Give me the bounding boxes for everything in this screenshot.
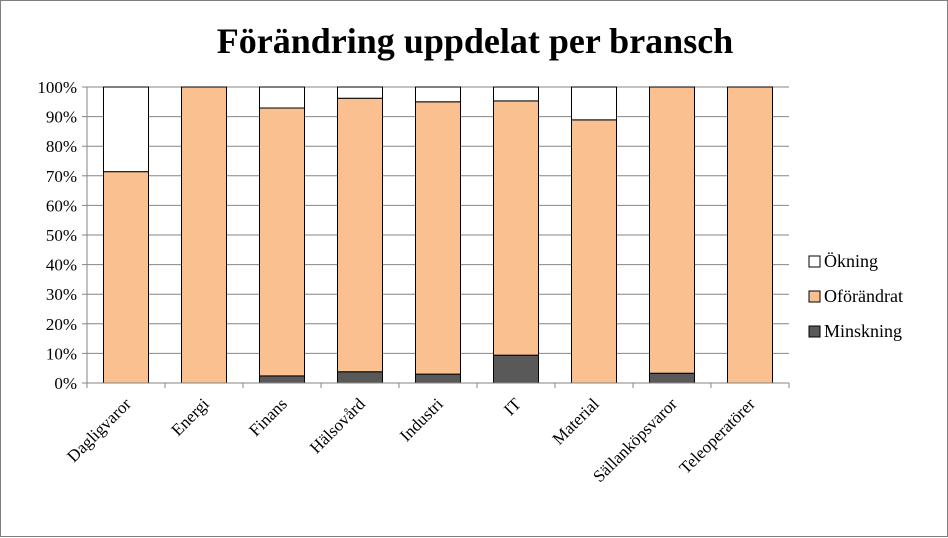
- x-category-label: Dagligvaror: [63, 394, 135, 466]
- bar-segment-oförändrat: [493, 100, 539, 356]
- bar-segment-oförändrat: [649, 86, 695, 374]
- bar-segment-ökning: [103, 86, 149, 173]
- bar-segment-ökning: [415, 86, 461, 103]
- bar-segment-minskning: [493, 354, 539, 384]
- bar-segment-oförändrat: [103, 171, 149, 384]
- bar-segment-oförändrat: [415, 101, 461, 375]
- legend-label: Ökning: [824, 251, 878, 271]
- bar-segment-minskning: [649, 372, 695, 384]
- y-tick-label: 0%: [54, 374, 77, 393]
- y-tick-label: 100%: [37, 78, 77, 97]
- bar-segment-oförändrat: [337, 97, 383, 373]
- legend-swatch: [808, 255, 821, 268]
- y-tick-label: 70%: [46, 167, 77, 186]
- legend-label: Minskning: [824, 321, 902, 341]
- bar-segment-minskning: [337, 371, 383, 384]
- bar-segment-ökning: [571, 86, 617, 121]
- x-category-label: Energi: [168, 394, 213, 439]
- x-category-label: IT: [500, 394, 525, 419]
- y-tick-label: 80%: [46, 137, 77, 156]
- bar-segment-minskning: [415, 373, 461, 384]
- legend: Ökning Oförändrat Minskning: [808, 251, 903, 341]
- axes: [82, 86, 790, 388]
- y-tick-label: 90%: [46, 108, 77, 127]
- x-category-labels: Dagligvaror Energi Finans Hälsovård Industri…: [63, 394, 759, 486]
- y-tick-labels: 0% 10% 20% 30% 40% 50% 60% 70% 80% 90% 100%: [37, 78, 77, 393]
- chart-title: Förändring uppdelat per bransch: [217, 21, 733, 61]
- bar-segment-minskning: [259, 375, 305, 384]
- x-category-label: Industri: [396, 394, 447, 445]
- x-category-label: Finans: [245, 394, 290, 439]
- bar-segment-ökning: [493, 86, 539, 102]
- bar-segment-ökning: [337, 86, 383, 99]
- legend-label: Oförändrat: [824, 286, 903, 306]
- y-tick-label: 50%: [46, 226, 77, 245]
- legend-swatch: [808, 290, 821, 303]
- x-category-label: Hälsovård: [306, 394, 369, 457]
- x-category-label: Material: [549, 394, 603, 448]
- legend-swatch: [808, 325, 821, 338]
- x-category-label: Sällanköpsvaror: [589, 394, 681, 486]
- y-tick-label: 30%: [46, 285, 77, 304]
- y-tick-label: 20%: [46, 315, 77, 334]
- bars: [103, 86, 773, 384]
- y-tick-label: 40%: [46, 256, 77, 275]
- bar-segment-ökning: [259, 86, 305, 109]
- y-tick-label: 60%: [46, 196, 77, 215]
- bar-segment-oförändrat: [571, 119, 617, 384]
- bar-segment-oförändrat: [727, 86, 773, 384]
- bar-segment-oförändrat: [181, 86, 227, 384]
- x-category-label: Teleoperatörer: [675, 394, 759, 478]
- bar-segment-oförändrat: [259, 107, 305, 377]
- y-tick-label: 10%: [46, 344, 77, 363]
